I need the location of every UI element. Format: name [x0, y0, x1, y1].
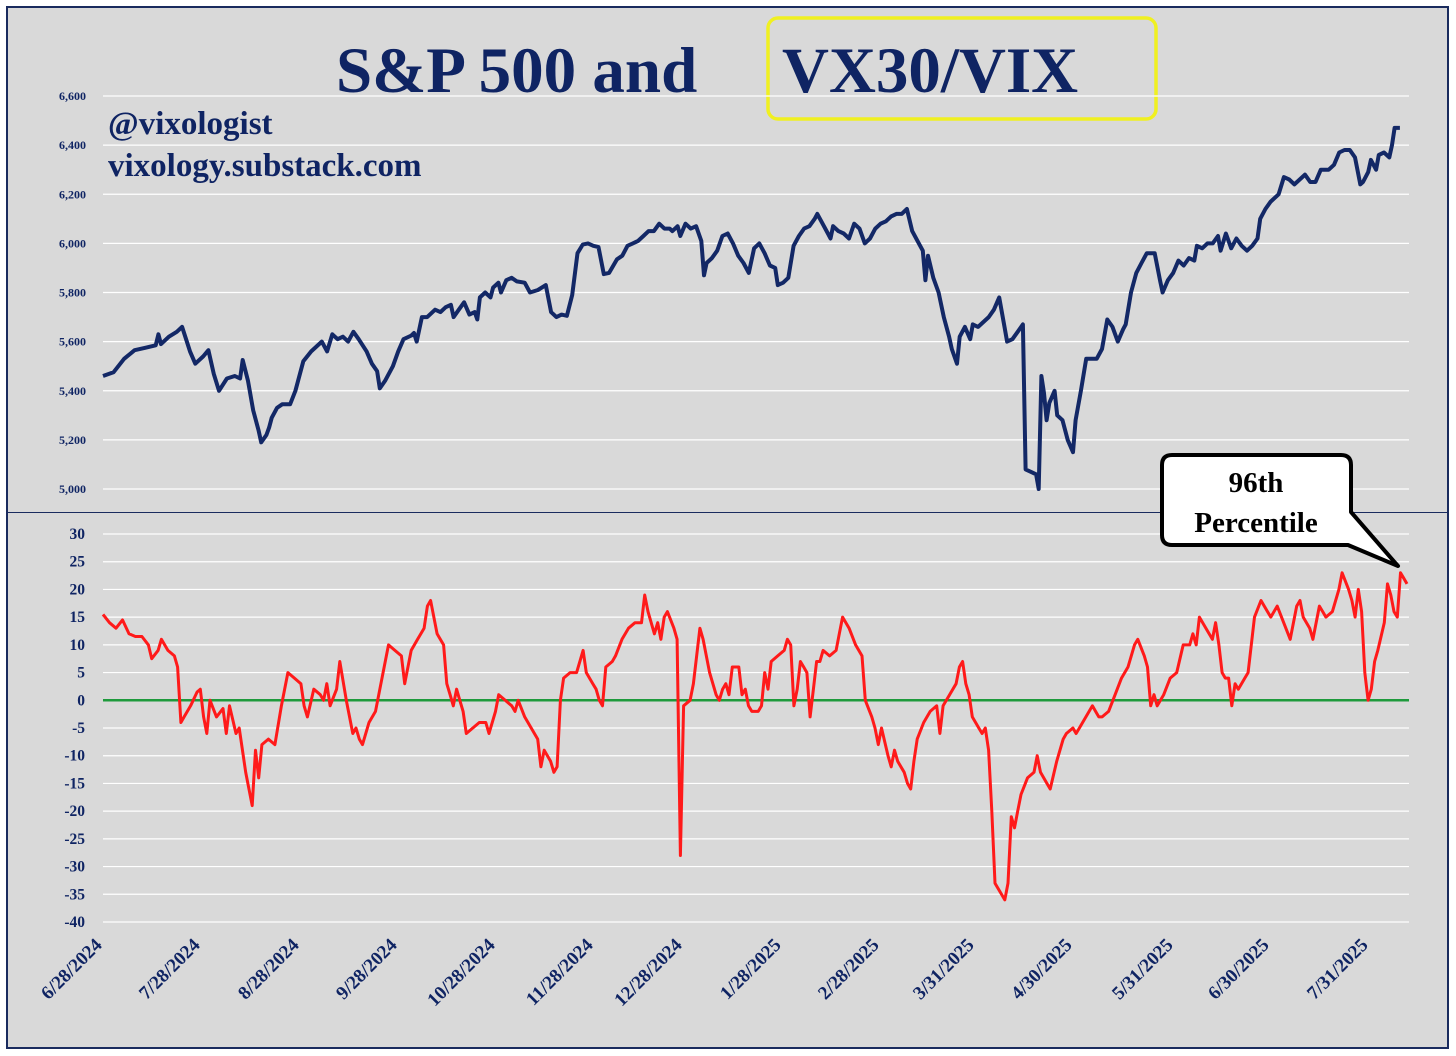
top-y-tick-label: 6,600 — [59, 89, 86, 103]
bottom-y-tick-label: 25 — [70, 554, 86, 571]
bottom-y-tick-label: -30 — [64, 859, 85, 876]
top-y-tick-label: 5,800 — [59, 286, 86, 300]
x-tick-label: 4/30/2025 — [1007, 935, 1076, 1004]
x-tick-label: 6/30/2025 — [1204, 935, 1273, 1004]
x-tick-label: 5/31/2025 — [1108, 935, 1177, 1004]
spx-line — [102, 125, 1400, 491]
bottom-y-tick-label: -35 — [64, 886, 85, 903]
chart-title-part2: VX30/VIX — [782, 35, 1078, 107]
bottom-y-axis: -40 -35 -30 -25 -20 -15 -10 -5 0 5 10 15 20 25 30 — [64, 526, 85, 931]
bottom-y-tick-label: -10 — [64, 748, 85, 765]
ratio-series-group — [101, 571, 1409, 902]
x-tick-label: 7/28/2024 — [135, 934, 205, 1004]
highlight-box — [766, 16, 1158, 121]
chart-title-part1: S&P 500 and — [336, 35, 697, 107]
bottom-y-tick-label: -25 — [64, 831, 85, 848]
bottom-y-tick-label: 20 — [70, 581, 86, 598]
callout-line2: Percentile — [1194, 507, 1318, 539]
x-tick-label: 12/28/2024 — [610, 934, 686, 1010]
top-y-axis: 5,000 5,200 5,400 5,600 5,800 6,000 6,200 6,400… — [59, 89, 86, 496]
x-tick-label: 10/28/2024 — [423, 934, 499, 1010]
bottom-y-tick-label: 15 — [70, 609, 86, 626]
callout-bubble — [1160, 453, 1400, 568]
top-y-tick-label: 6,200 — [59, 187, 86, 201]
top-y-tick-label: 5,400 — [59, 384, 86, 398]
x-tick-label: 8/28/2024 — [234, 934, 304, 1004]
callout-line1: 96th — [1229, 467, 1284, 499]
ratio-line — [101, 571, 1409, 902]
bottom-grid — [103, 533, 1409, 923]
bottom-y-tick-label: -15 — [64, 775, 85, 792]
x-tick-label: 2/28/2025 — [814, 935, 883, 1004]
top-y-tick-label: 6,000 — [59, 236, 86, 250]
x-axis: 6/28/2024 7/28/2024 8/28/2024 9/28/2024 10/2… — [37, 934, 1372, 1010]
x-tick-label: 9/28/2024 — [332, 934, 402, 1004]
x-tick-label: 1/28/2025 — [716, 935, 785, 1004]
panel-divider — [6, 512, 1449, 513]
top-y-tick-label: 6,400 — [59, 138, 86, 152]
author-site: vixology.substack.com — [108, 148, 422, 184]
x-tick-label: 6/28/2024 — [37, 934, 107, 1004]
percentile-callout: 96th Percentile — [1160, 453, 1400, 568]
x-tick-label: 11/28/2024 — [522, 934, 598, 1010]
bottom-y-tick-label: 0 — [77, 692, 85, 709]
x-tick-label: 3/31/2025 — [909, 935, 978, 1004]
bottom-y-tick-label: 10 — [70, 637, 86, 654]
x-tick-label: 7/31/2025 — [1303, 935, 1372, 1004]
spx-series-group — [102, 125, 1400, 491]
top-y-tick-label: 5,600 — [59, 335, 86, 349]
top-y-tick-label: 5,200 — [59, 433, 86, 447]
author-handle: @vixologist — [108, 106, 273, 142]
bottom-y-tick-label: 5 — [77, 665, 85, 682]
bottom-y-tick-label: -20 — [64, 803, 85, 820]
bottom-y-tick-label: 30 — [70, 526, 86, 543]
bottom-y-tick-label: -40 — [64, 914, 85, 931]
bottom-y-tick-label: -5 — [72, 720, 85, 737]
top-y-tick-label: 5,000 — [59, 482, 86, 496]
